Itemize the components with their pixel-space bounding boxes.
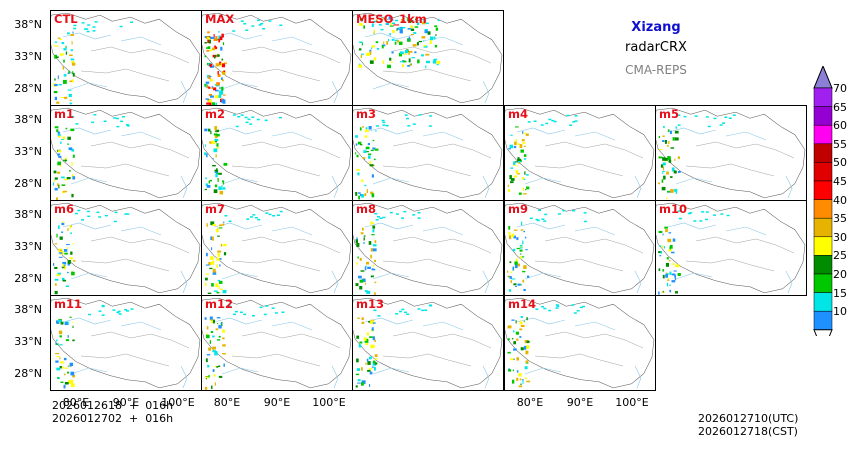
colorbar-tick-label: 40 [833,193,847,207]
region-title: Xizang [631,20,681,35]
lon-tick-label: 100°E [312,396,346,409]
map-panel-ctl: CTL [50,10,202,106]
panel-label: m1 [54,107,74,121]
panel-label: m11 [54,297,82,311]
map-panel-m9: m9 [504,200,656,296]
map-panel-m13: m13 [352,295,504,391]
map-panel-m4: m4 [504,105,656,201]
map-panel-m12: m12 [201,295,353,391]
panel-label: m6 [54,202,74,216]
map-panel-m11: m11 [50,295,202,391]
colorbar-tick-label: 55 [833,137,847,151]
lon-tick-label: 80°E [62,396,90,409]
colorbar-tick-label: 65 [833,100,847,114]
panel-label: m7 [205,202,225,216]
lat-tick-label: 28°N [14,177,42,190]
colorbar-tick-label: 70 [833,82,847,95]
panel-label: MESO_1km [356,12,427,26]
lat-tick-label: 38°N [14,18,42,31]
map-panel-m10: m10 [655,200,807,296]
lat-tick-label: 33°N [14,335,42,348]
panel-label: MAX [205,12,235,26]
colorbar-tick-label: 45 [833,175,847,188]
colorbar-tick-label: 20 [833,268,847,281]
panel-label: m14 [508,297,536,311]
lat-tick-label: 28°N [14,82,42,95]
map-panel-m14: m14 [504,295,656,391]
colorbar-tick-label: 30 [833,230,847,244]
panel-label: m3 [356,107,376,121]
lat-tick-label: 28°N [14,272,42,285]
panel-label: m13 [356,297,384,311]
map-panel-meso-1km: MESO_1km [352,10,504,106]
lon-tick-label: 90°E [112,396,140,409]
product-title: radarCRX [625,40,687,55]
map-panel-m8: m8 [352,200,504,296]
valid-time-cst: 2026012718(CST) [698,425,798,438]
panel-label: m9 [508,202,528,216]
lat-tick-label: 38°N [14,208,42,221]
lat-tick-label: 28°N [14,367,42,380]
lon-tick-label: 80°E [516,396,544,409]
map-panel-m5: m5 [655,105,807,201]
panel-label: m10 [659,202,687,216]
lon-tick-label: 90°E [566,396,594,409]
map-panel-m3: m3 [352,105,504,201]
init-time-utc: 2026012618 + 016h [52,399,174,412]
panel-label: m12 [205,297,233,311]
lat-tick-label: 33°N [14,145,42,158]
lat-tick-label: 33°N [14,240,42,253]
valid-time-utc: 2026012710(UTC) [698,412,799,425]
colorbar-tick-label: 35 [833,212,847,226]
map-panel-m2: m2 [201,105,353,201]
colorbar-tick-label: 10 [833,305,847,319]
colorbar-tick-label: 60 [833,119,847,133]
panel-label: m4 [508,107,528,121]
lon-tick-label: 90°E [263,396,291,409]
lat-tick-label: 38°N [14,113,42,126]
lon-tick-label: 100°E [161,396,195,409]
lat-tick-label: 38°N [14,303,42,316]
map-panel-m1: m1 [50,105,202,201]
map-panel-max: MAX [201,10,353,106]
colorbar [813,66,833,336]
colorbar-tick-label: 15 [833,286,847,300]
colorbar-tick-label: 25 [833,249,847,263]
panel-label: m2 [205,107,225,121]
panel-label: CTL [54,12,78,26]
panel-label: m8 [356,202,376,216]
lon-tick-label: 80°E [213,396,241,409]
map-panel-m6: m6 [50,200,202,296]
panel-label: m5 [659,107,679,121]
lat-tick-label: 33°N [14,50,42,63]
init-time-cst: 2026012702 + 016h [52,412,174,425]
lon-tick-label: 100°E [615,396,649,409]
colorbar-tick-label: 50 [833,156,847,170]
map-panel-m7: m7 [201,200,353,296]
model-title: CMA-REPS [625,63,687,77]
